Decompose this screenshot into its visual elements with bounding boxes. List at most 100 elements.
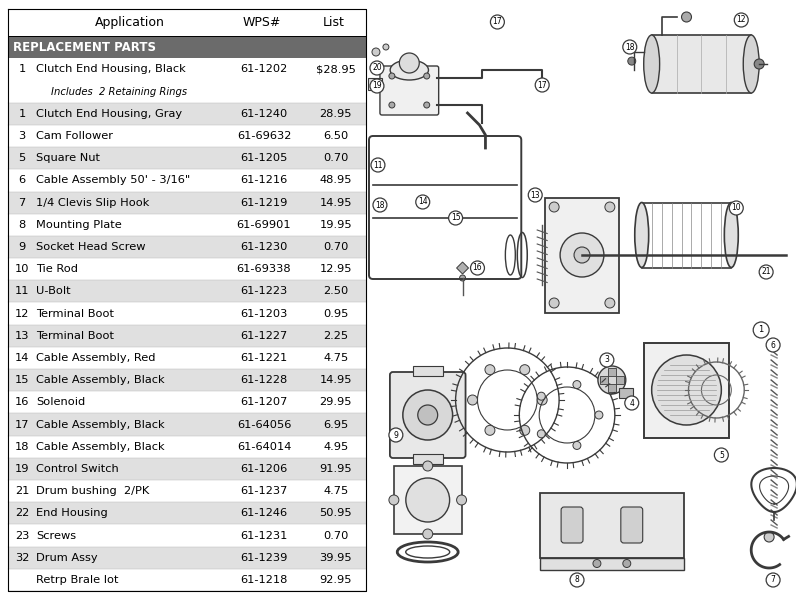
Circle shape <box>574 247 590 263</box>
Circle shape <box>549 202 559 212</box>
Text: Clutch End Housing, Black: Clutch End Housing, Black <box>36 64 186 74</box>
Text: 19: 19 <box>14 464 30 474</box>
Bar <box>619 388 633 398</box>
Circle shape <box>373 198 387 212</box>
Circle shape <box>520 365 530 374</box>
Text: $28.95: $28.95 <box>316 64 356 74</box>
Text: 16: 16 <box>14 397 29 407</box>
Text: 14.95: 14.95 <box>319 375 352 385</box>
Text: 61-1223: 61-1223 <box>240 286 288 296</box>
Circle shape <box>403 390 453 440</box>
Text: 61-69632: 61-69632 <box>237 131 291 141</box>
Text: U-Bolt: U-Bolt <box>36 286 71 296</box>
Text: 5: 5 <box>18 153 26 163</box>
Text: Control Switch: Control Switch <box>36 464 119 474</box>
Text: 13: 13 <box>14 331 30 341</box>
Circle shape <box>371 158 385 172</box>
Text: 4.75: 4.75 <box>323 353 348 363</box>
Text: 61-1203: 61-1203 <box>240 308 288 319</box>
Circle shape <box>652 355 722 425</box>
Circle shape <box>422 461 433 471</box>
Text: 19: 19 <box>372 82 382 91</box>
Ellipse shape <box>634 202 649 268</box>
Text: 28.95: 28.95 <box>319 109 352 119</box>
Circle shape <box>682 12 691 22</box>
Circle shape <box>538 430 546 438</box>
Circle shape <box>573 442 581 449</box>
Text: 6: 6 <box>18 175 26 185</box>
Text: 2.25: 2.25 <box>323 331 348 341</box>
Circle shape <box>383 44 389 50</box>
Text: 14: 14 <box>418 197 427 206</box>
FancyBboxPatch shape <box>545 197 619 313</box>
Text: 61-1205: 61-1205 <box>240 153 288 163</box>
Bar <box>600 376 608 384</box>
Bar <box>642 202 731 268</box>
Circle shape <box>766 573 780 587</box>
Text: 6.50: 6.50 <box>323 131 348 141</box>
Text: 11: 11 <box>374 160 382 169</box>
Bar <box>368 78 382 90</box>
Text: 16: 16 <box>473 263 482 272</box>
Text: 50.95: 50.95 <box>319 508 352 518</box>
Bar <box>8 547 366 569</box>
Text: 61-64014: 61-64014 <box>237 442 291 452</box>
Text: 61-1207: 61-1207 <box>240 397 288 407</box>
Text: 61-64056: 61-64056 <box>237 419 291 430</box>
FancyBboxPatch shape <box>540 557 684 569</box>
Text: 12: 12 <box>14 308 29 319</box>
Text: 0.70: 0.70 <box>323 153 348 163</box>
Text: 61-1216: 61-1216 <box>240 175 288 185</box>
Text: 23: 23 <box>14 530 29 541</box>
Text: 17: 17 <box>14 419 30 430</box>
Text: 20: 20 <box>372 64 382 73</box>
Text: 14.95: 14.95 <box>319 197 352 208</box>
Circle shape <box>623 40 637 54</box>
Circle shape <box>485 365 495 374</box>
Bar <box>8 236 366 258</box>
Bar <box>8 325 366 347</box>
Bar <box>413 366 442 376</box>
Bar <box>8 280 366 302</box>
Circle shape <box>389 102 395 108</box>
Text: 18: 18 <box>625 43 634 52</box>
Text: 0.70: 0.70 <box>323 242 348 252</box>
Text: 61-1202: 61-1202 <box>240 64 288 74</box>
Ellipse shape <box>743 35 759 93</box>
Circle shape <box>470 261 485 275</box>
Text: 48.95: 48.95 <box>319 175 352 185</box>
Bar <box>616 376 624 384</box>
Text: Tie Rod: Tie Rod <box>36 264 78 274</box>
Text: 10: 10 <box>731 203 741 212</box>
Text: Cable Assembly, Black: Cable Assembly, Black <box>36 442 165 452</box>
Text: 8: 8 <box>574 575 579 584</box>
Text: 61-1246: 61-1246 <box>241 508 287 518</box>
Circle shape <box>605 298 615 308</box>
Text: 61-1228: 61-1228 <box>240 375 288 385</box>
Text: 5: 5 <box>719 451 724 460</box>
Circle shape <box>754 59 764 69</box>
Circle shape <box>625 396 638 410</box>
Text: 1: 1 <box>18 109 26 119</box>
Text: List: List <box>323 16 345 29</box>
Text: 12.95: 12.95 <box>319 264 352 274</box>
Text: 6: 6 <box>770 340 775 349</box>
Circle shape <box>370 79 384 93</box>
Text: 61-1221: 61-1221 <box>240 353 288 363</box>
Circle shape <box>714 448 728 462</box>
Circle shape <box>416 195 430 209</box>
Text: 0.95: 0.95 <box>323 308 348 319</box>
Circle shape <box>418 405 438 425</box>
Bar <box>608 384 616 392</box>
Text: 61-69901: 61-69901 <box>237 220 291 230</box>
Text: 61-1227: 61-1227 <box>240 331 288 341</box>
Text: 9: 9 <box>18 242 26 252</box>
Text: 8: 8 <box>18 220 26 230</box>
Bar <box>8 191 366 214</box>
Circle shape <box>389 73 395 79</box>
Circle shape <box>424 102 430 108</box>
Bar <box>8 458 366 480</box>
Text: 61-1231: 61-1231 <box>240 530 288 541</box>
Circle shape <box>598 366 626 394</box>
Text: 39.95: 39.95 <box>319 553 352 563</box>
